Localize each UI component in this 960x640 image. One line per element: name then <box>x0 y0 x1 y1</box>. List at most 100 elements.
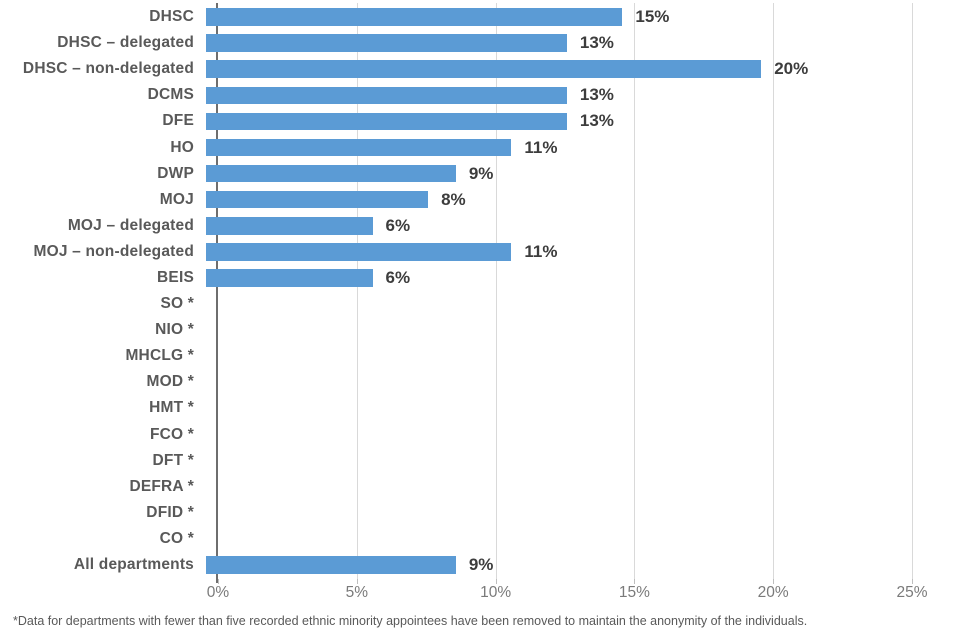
category-label: CO * <box>159 529 194 547</box>
value-label: 13% <box>579 33 614 53</box>
category-label: FCO * <box>149 425 194 443</box>
value-label: 13% <box>579 85 614 105</box>
bar-track: 6% <box>206 265 900 291</box>
chart-row: MHCLG * <box>0 343 960 369</box>
chart-row: DHSC 15% <box>0 4 960 30</box>
category-label: BEIS <box>157 268 194 286</box>
gridline-15% <box>634 3 636 579</box>
chart-row: FCO * <box>0 422 960 448</box>
bar <box>206 164 456 183</box>
bar-track: 6% <box>206 213 900 239</box>
bar <box>206 34 567 52</box>
chart-row: MOD * <box>0 369 960 395</box>
x-axis-tick <box>495 579 497 584</box>
bar-track: 13% <box>206 82 900 108</box>
category-label: SO * <box>160 295 194 313</box>
bar <box>206 138 512 157</box>
category-label: DEFRA * <box>129 477 194 495</box>
x-axis-tick-labels: 0% 5% 10% 15% 20% 25% <box>207 584 928 604</box>
category-label: DFE <box>162 112 194 130</box>
y-axis-line <box>216 3 218 583</box>
category-label: DFID * <box>146 503 194 521</box>
value-label: 9% <box>468 555 494 575</box>
x-axis-tick <box>773 579 775 584</box>
value-label: 11% <box>524 241 558 261</box>
bar-track: 8% <box>206 187 900 213</box>
gridline-10% <box>495 3 497 579</box>
value-label: 6% <box>385 215 411 235</box>
bar <box>206 86 567 105</box>
value-label: 9% <box>468 163 494 183</box>
chart-row: DEFRA * <box>0 474 960 500</box>
value-label: 15% <box>635 7 670 27</box>
gridline-25% <box>912 3 913 579</box>
chart-row: MOJ – delegated 6% <box>0 213 960 239</box>
x-axis-tick <box>356 579 358 584</box>
chart-row: SO * <box>0 291 960 317</box>
chart-row: MOJ – non-delegated 11% <box>0 239 960 265</box>
bar <box>206 217 373 235</box>
bar <box>206 112 567 131</box>
x-axis-tick <box>634 579 636 584</box>
chart-row: NIO * <box>0 317 960 343</box>
category-label: MOD * <box>146 373 194 391</box>
x-axis-tick-label: 20% <box>757 584 789 601</box>
category-label: All departments <box>73 556 194 574</box>
bar-track <box>206 422 900 448</box>
x-axis-tick-label: 0% <box>206 584 230 601</box>
value-label: 8% <box>441 189 466 209</box>
value-label: 11% <box>524 137 558 157</box>
chart-row: DHSC – non-delegated 20% <box>0 56 960 82</box>
category-label: NIO * <box>155 321 194 339</box>
bar-track <box>206 343 900 369</box>
category-label: MOJ – non-delegated <box>33 242 194 260</box>
bar <box>206 190 429 209</box>
category-label: DWP <box>157 164 194 182</box>
category-label: HMT * <box>149 399 194 417</box>
bar <box>206 556 456 574</box>
bar-track <box>206 395 900 421</box>
value-label: 20% <box>774 59 809 79</box>
category-label: MOJ <box>159 190 194 208</box>
category-label: HO <box>170 138 194 156</box>
x-axis-ticks <box>218 579 913 584</box>
chart-row: DCMS 13% <box>0 82 960 108</box>
bar-track <box>206 500 900 526</box>
bar-track: 13% <box>206 30 900 56</box>
x-axis-tick-label: 5% <box>345 584 368 601</box>
bar-track: 15% <box>206 4 900 30</box>
chart-rows: DHSC 15% DHSC – delegated 13% DHSC – non-del… <box>0 4 960 578</box>
bar <box>206 8 623 26</box>
bar-track <box>206 369 900 395</box>
chart-row: All departments 9% <box>0 552 960 578</box>
bar <box>206 60 762 78</box>
gridline-20% <box>773 3 775 579</box>
chart-row: DFT * <box>0 448 960 474</box>
chart-row: DWP 9% <box>0 161 960 187</box>
bar-track: 9% <box>206 161 900 187</box>
footnote: *Data for departments with fewer than fi… <box>13 614 808 628</box>
bar-track <box>206 448 900 474</box>
bar-track: 9% <box>206 552 900 578</box>
bar-track: 11% <box>206 134 900 160</box>
category-label: DHSC <box>149 8 194 26</box>
category-label: DFT * <box>152 451 194 469</box>
category-label: DHSC – non-delegated <box>22 60 194 78</box>
bar <box>206 243 512 261</box>
gridlines <box>218 3 913 579</box>
chart-row: BEIS 6% <box>0 265 960 291</box>
category-label: DHSC – delegated <box>57 34 194 52</box>
value-label: 13% <box>579 111 614 131</box>
chart-row: DFE 13% <box>0 108 960 134</box>
chart-row: DFID * <box>0 500 960 526</box>
x-axis-tick-label: 25% <box>896 584 928 601</box>
chart-row: HMT * <box>0 395 960 421</box>
chart-row: HO 11% <box>0 134 960 160</box>
gridline-5% <box>356 3 358 579</box>
chart-row: CO * <box>0 526 960 552</box>
category-label: MHCLG * <box>125 347 194 365</box>
bar-track <box>206 474 900 500</box>
x-axis-tick <box>912 579 913 584</box>
bar-track <box>206 317 900 343</box>
